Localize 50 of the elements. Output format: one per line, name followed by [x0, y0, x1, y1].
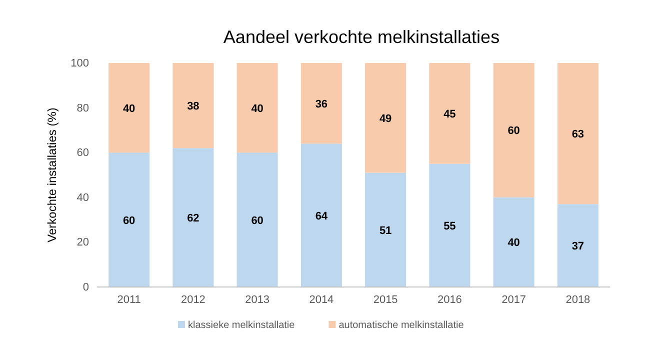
- data-label: 38: [187, 100, 200, 113]
- bar: [172, 148, 214, 287]
- bar: [557, 204, 598, 287]
- data-label: 45: [444, 108, 456, 120]
- data-label: 51: [379, 224, 392, 237]
- data-label: 64: [315, 210, 328, 222]
- bar: [365, 172, 406, 287]
- bar: [429, 63, 470, 164]
- data-label: 62: [187, 212, 200, 225]
- y-axis-title: Verkochte installaties (%): [45, 108, 59, 242]
- data-label: 60: [122, 214, 136, 227]
- y-tick-label: 20: [76, 236, 89, 249]
- x-tick-label: 2011: [117, 294, 141, 306]
- bar: [493, 63, 534, 198]
- bar: [236, 63, 278, 153]
- bar: [300, 144, 342, 287]
- data-label: 40: [122, 102, 136, 115]
- data-label: 60: [251, 214, 264, 227]
- data-label: 49: [379, 112, 392, 125]
- x-tick-label: 2012: [180, 294, 206, 306]
- data-label: 36: [315, 98, 328, 110]
- x-tick-label: 2013: [245, 294, 270, 306]
- x-tick-label: 2016: [437, 294, 462, 306]
- bar: [557, 63, 598, 204]
- data-label: 37: [572, 240, 584, 253]
- bar: [493, 197, 534, 287]
- data-label: 63: [572, 128, 584, 141]
- y-tick-label: 100: [70, 58, 89, 70]
- bar: [108, 152, 150, 287]
- y-tick-label: 40: [76, 192, 89, 204]
- data-label: 60: [508, 125, 520, 138]
- data-label: 40: [251, 102, 264, 115]
- x-tick-label: 2015: [373, 294, 398, 306]
- bar: [300, 63, 342, 144]
- data-label: 55: [444, 220, 456, 232]
- bar: [365, 63, 406, 173]
- x-tick-label: 2017: [502, 294, 526, 306]
- bar: [172, 63, 214, 148]
- y-tick-label: 60: [76, 147, 89, 160]
- bar: [108, 63, 150, 153]
- x-tick-label: 2014: [309, 294, 334, 306]
- x-tick-label: 2018: [566, 294, 590, 306]
- legend-label: klassieke melkinstallatie: [188, 320, 296, 331]
- data-label: 40: [508, 237, 520, 250]
- bar: [429, 164, 470, 287]
- y-tick-label: 80: [76, 102, 89, 114]
- bar: [236, 152, 278, 287]
- legend-label: automatische melkinstallatie: [338, 320, 464, 331]
- y-tick-label: 0: [82, 282, 89, 294]
- chart-title: Aandeel verkochte melkinstallaties: [223, 27, 500, 47]
